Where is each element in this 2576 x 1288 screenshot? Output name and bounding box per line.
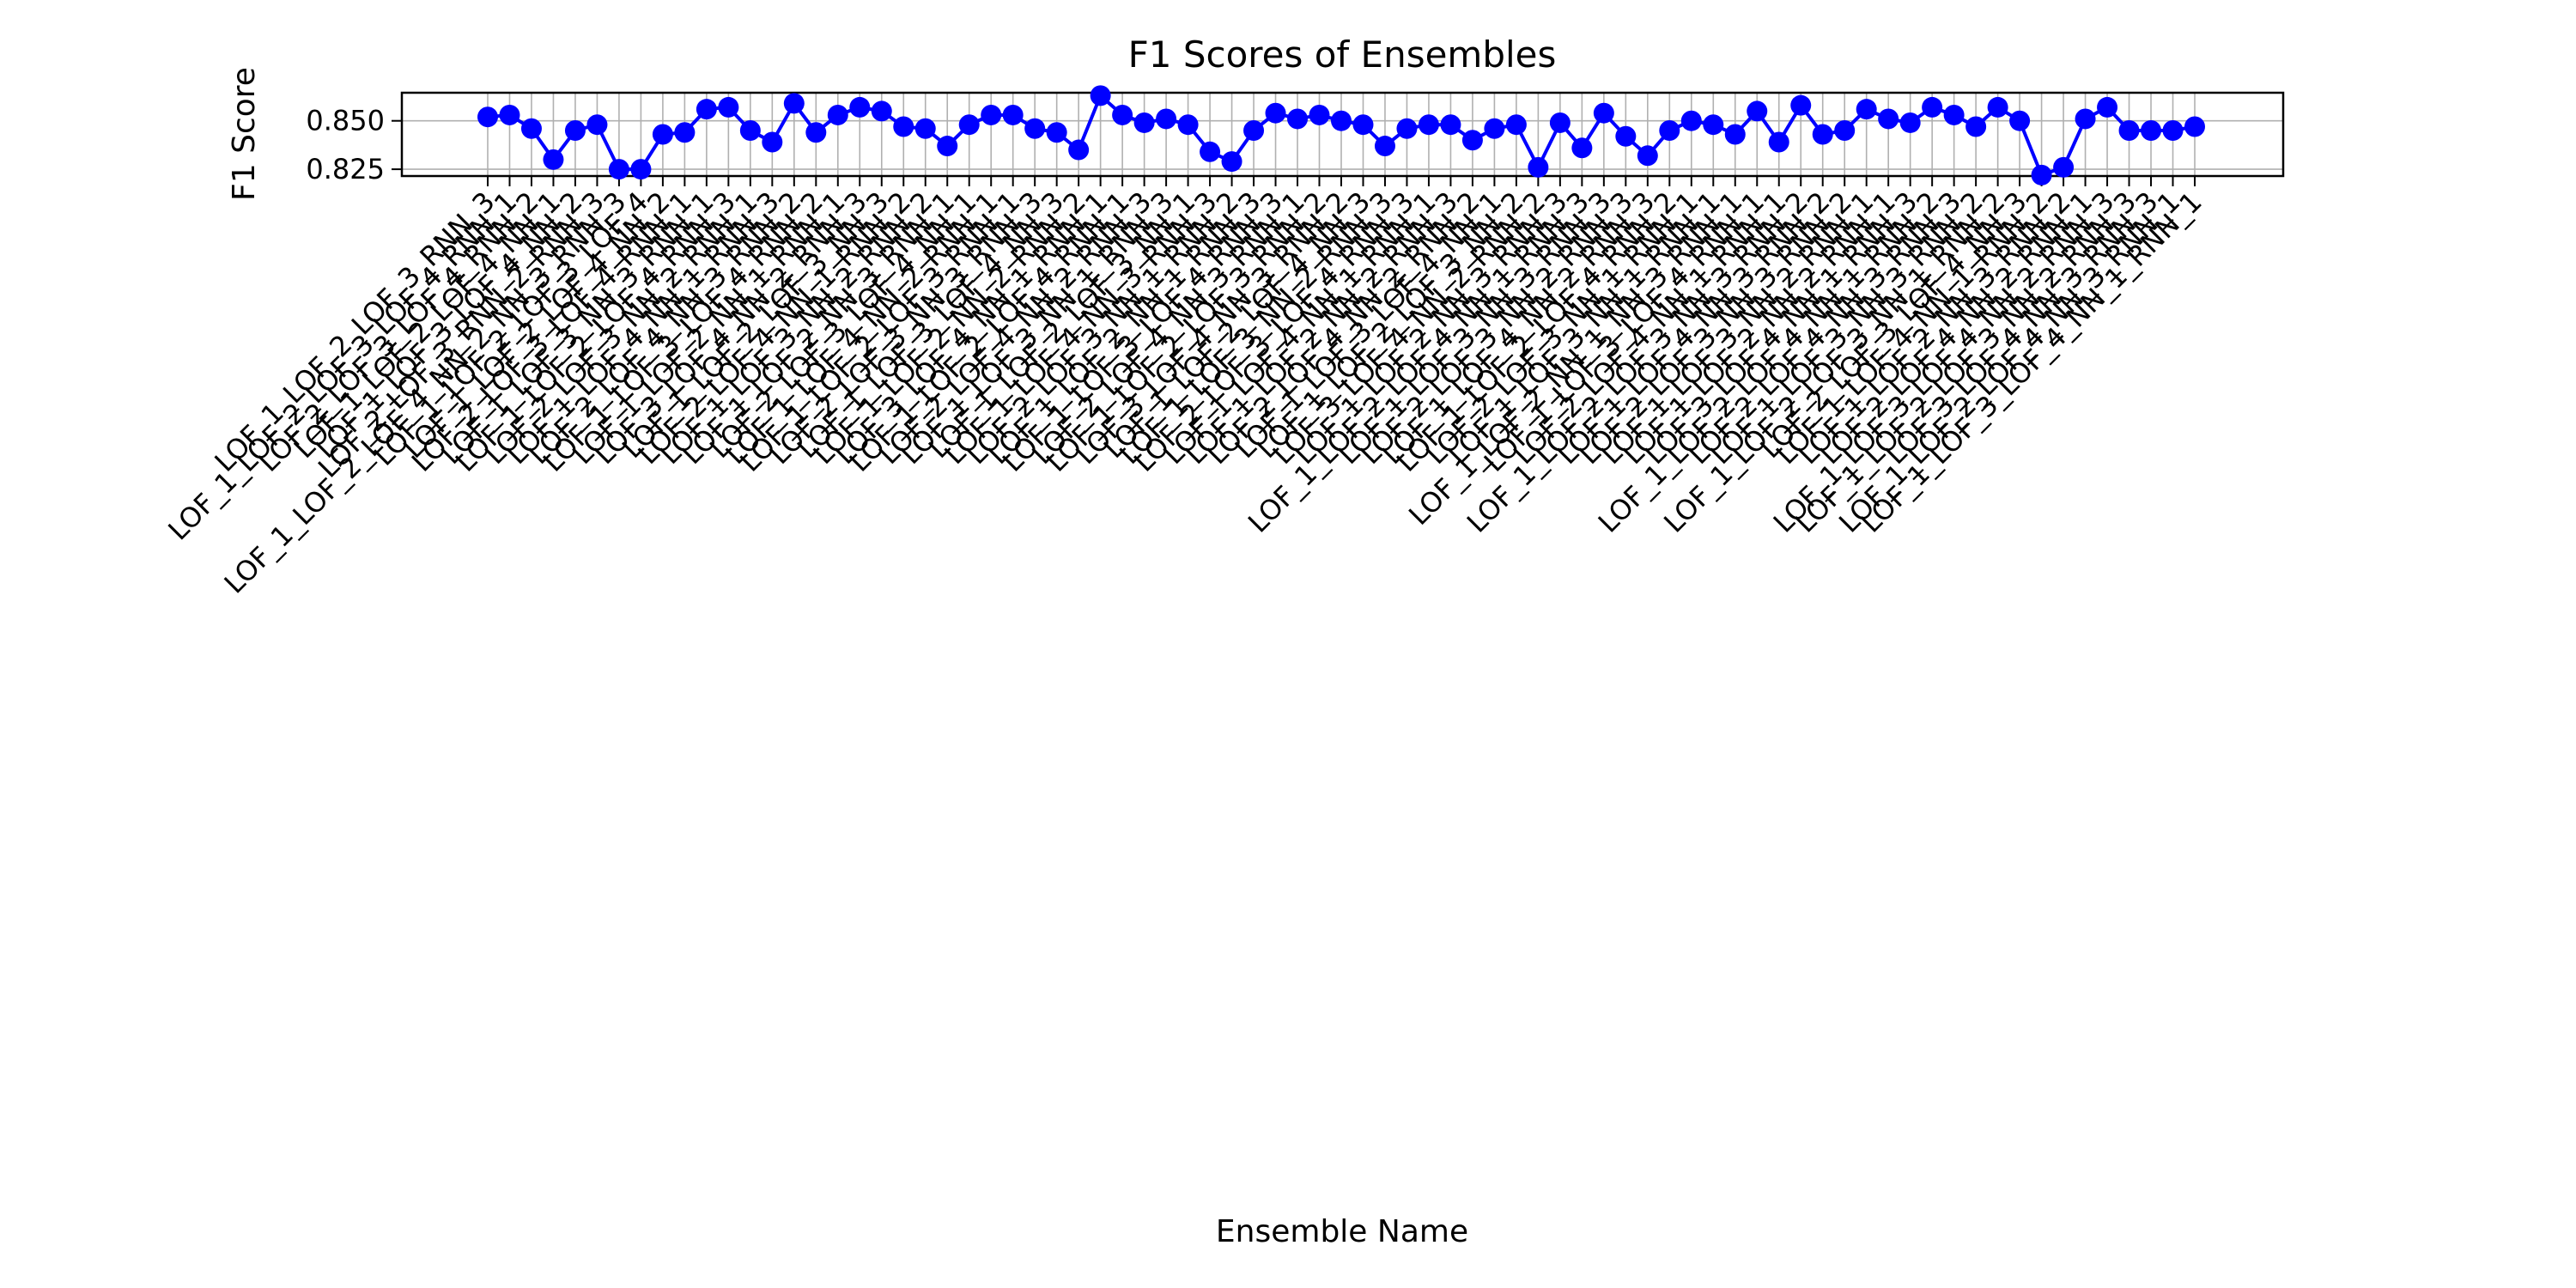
data-point (2031, 164, 2052, 185)
data-point (1396, 118, 1418, 139)
x-axis-ticks (487, 176, 2196, 186)
data-point (1922, 96, 1943, 118)
data-point (652, 124, 673, 145)
data-point (1834, 119, 1856, 141)
data-point (2118, 119, 2140, 141)
data-point (783, 93, 805, 114)
data-point (1112, 104, 1133, 125)
data-point (1200, 141, 1221, 162)
data-point (871, 100, 892, 122)
data-point (1068, 139, 1090, 161)
y-axis-tick-labels: 0.825 0.850 (306, 105, 385, 185)
data-point (2097, 96, 2118, 118)
data-point (1812, 124, 1833, 145)
data-point (1703, 114, 1724, 136)
data-point (1265, 102, 1286, 124)
data-point (2075, 108, 2096, 130)
data-point (718, 96, 739, 118)
data-point (805, 122, 827, 143)
data-point (696, 99, 717, 120)
data-point (2141, 119, 2162, 141)
data-point (499, 104, 520, 125)
data-point (1680, 110, 1702, 131)
data-point (1505, 114, 1527, 136)
data-point (477, 106, 498, 128)
data-point (1374, 136, 1395, 157)
data-point (1133, 112, 1155, 133)
data-point (2162, 119, 2184, 141)
data-point (1878, 108, 1899, 130)
data-point (1659, 119, 1680, 141)
data-point (1177, 114, 1199, 136)
data-point (608, 159, 629, 180)
data-point (586, 114, 608, 136)
y-axis-label: F1 Score (227, 67, 262, 201)
data-point (630, 159, 652, 180)
y-tick-label: 0.825 (306, 153, 385, 185)
y-axis-ticks (392, 119, 402, 171)
data-point (1528, 156, 1549, 178)
data-point (1615, 125, 1637, 147)
data-point (1156, 108, 1177, 130)
data-point (1221, 151, 1242, 173)
data-point (1002, 104, 1024, 125)
data-point (893, 116, 914, 137)
data-point (1461, 130, 1483, 151)
f1-score-data-points (477, 85, 2205, 185)
data-point (1484, 118, 1505, 139)
data-point (564, 119, 586, 141)
data-point (739, 119, 761, 141)
data-point (1090, 85, 1111, 106)
data-point (1549, 112, 1571, 133)
data-point (1899, 112, 1921, 133)
x-axis-tick-labels: LOF_1_LOF_2_LOF_3_RNN_3LOF_1_LOF_2_LOF_3… (161, 185, 2208, 600)
data-point (1331, 110, 1352, 131)
data-point (2053, 156, 2075, 178)
chart-title: F1 Scores of Ensembles (1128, 33, 1557, 76)
data-point (543, 149, 564, 170)
data-point (1768, 131, 1789, 153)
x-axis-label: Ensemble Name (1216, 1214, 1468, 1249)
data-point (981, 104, 1002, 125)
data-point (1593, 102, 1614, 124)
data-point (849, 96, 871, 118)
data-point (827, 104, 848, 125)
data-point (1287, 108, 1309, 130)
data-point (1943, 104, 1965, 125)
data-point (1418, 114, 1439, 136)
data-point (958, 114, 980, 136)
data-point (674, 122, 696, 143)
data-point (762, 131, 783, 153)
data-point (520, 118, 542, 139)
y-tick-label: 0.850 (306, 105, 385, 137)
data-point (1243, 119, 1265, 141)
data-point (1987, 96, 2008, 118)
data-point (1046, 122, 1067, 143)
data-point (1856, 99, 1877, 120)
data-point (2009, 110, 2031, 131)
data-point (1352, 114, 1374, 136)
data-point (1024, 118, 1046, 139)
data-point (1965, 116, 1987, 137)
data-point (1440, 114, 1461, 136)
data-point (1637, 145, 1658, 167)
data-point (1571, 137, 1593, 159)
data-point (2184, 116, 2205, 137)
data-point (1724, 124, 1746, 145)
data-point (1309, 104, 1330, 125)
data-point (937, 136, 958, 157)
data-point (1747, 100, 1768, 122)
plot-area-frame (400, 91, 2285, 178)
data-point (914, 118, 936, 139)
data-point (1790, 94, 1812, 116)
